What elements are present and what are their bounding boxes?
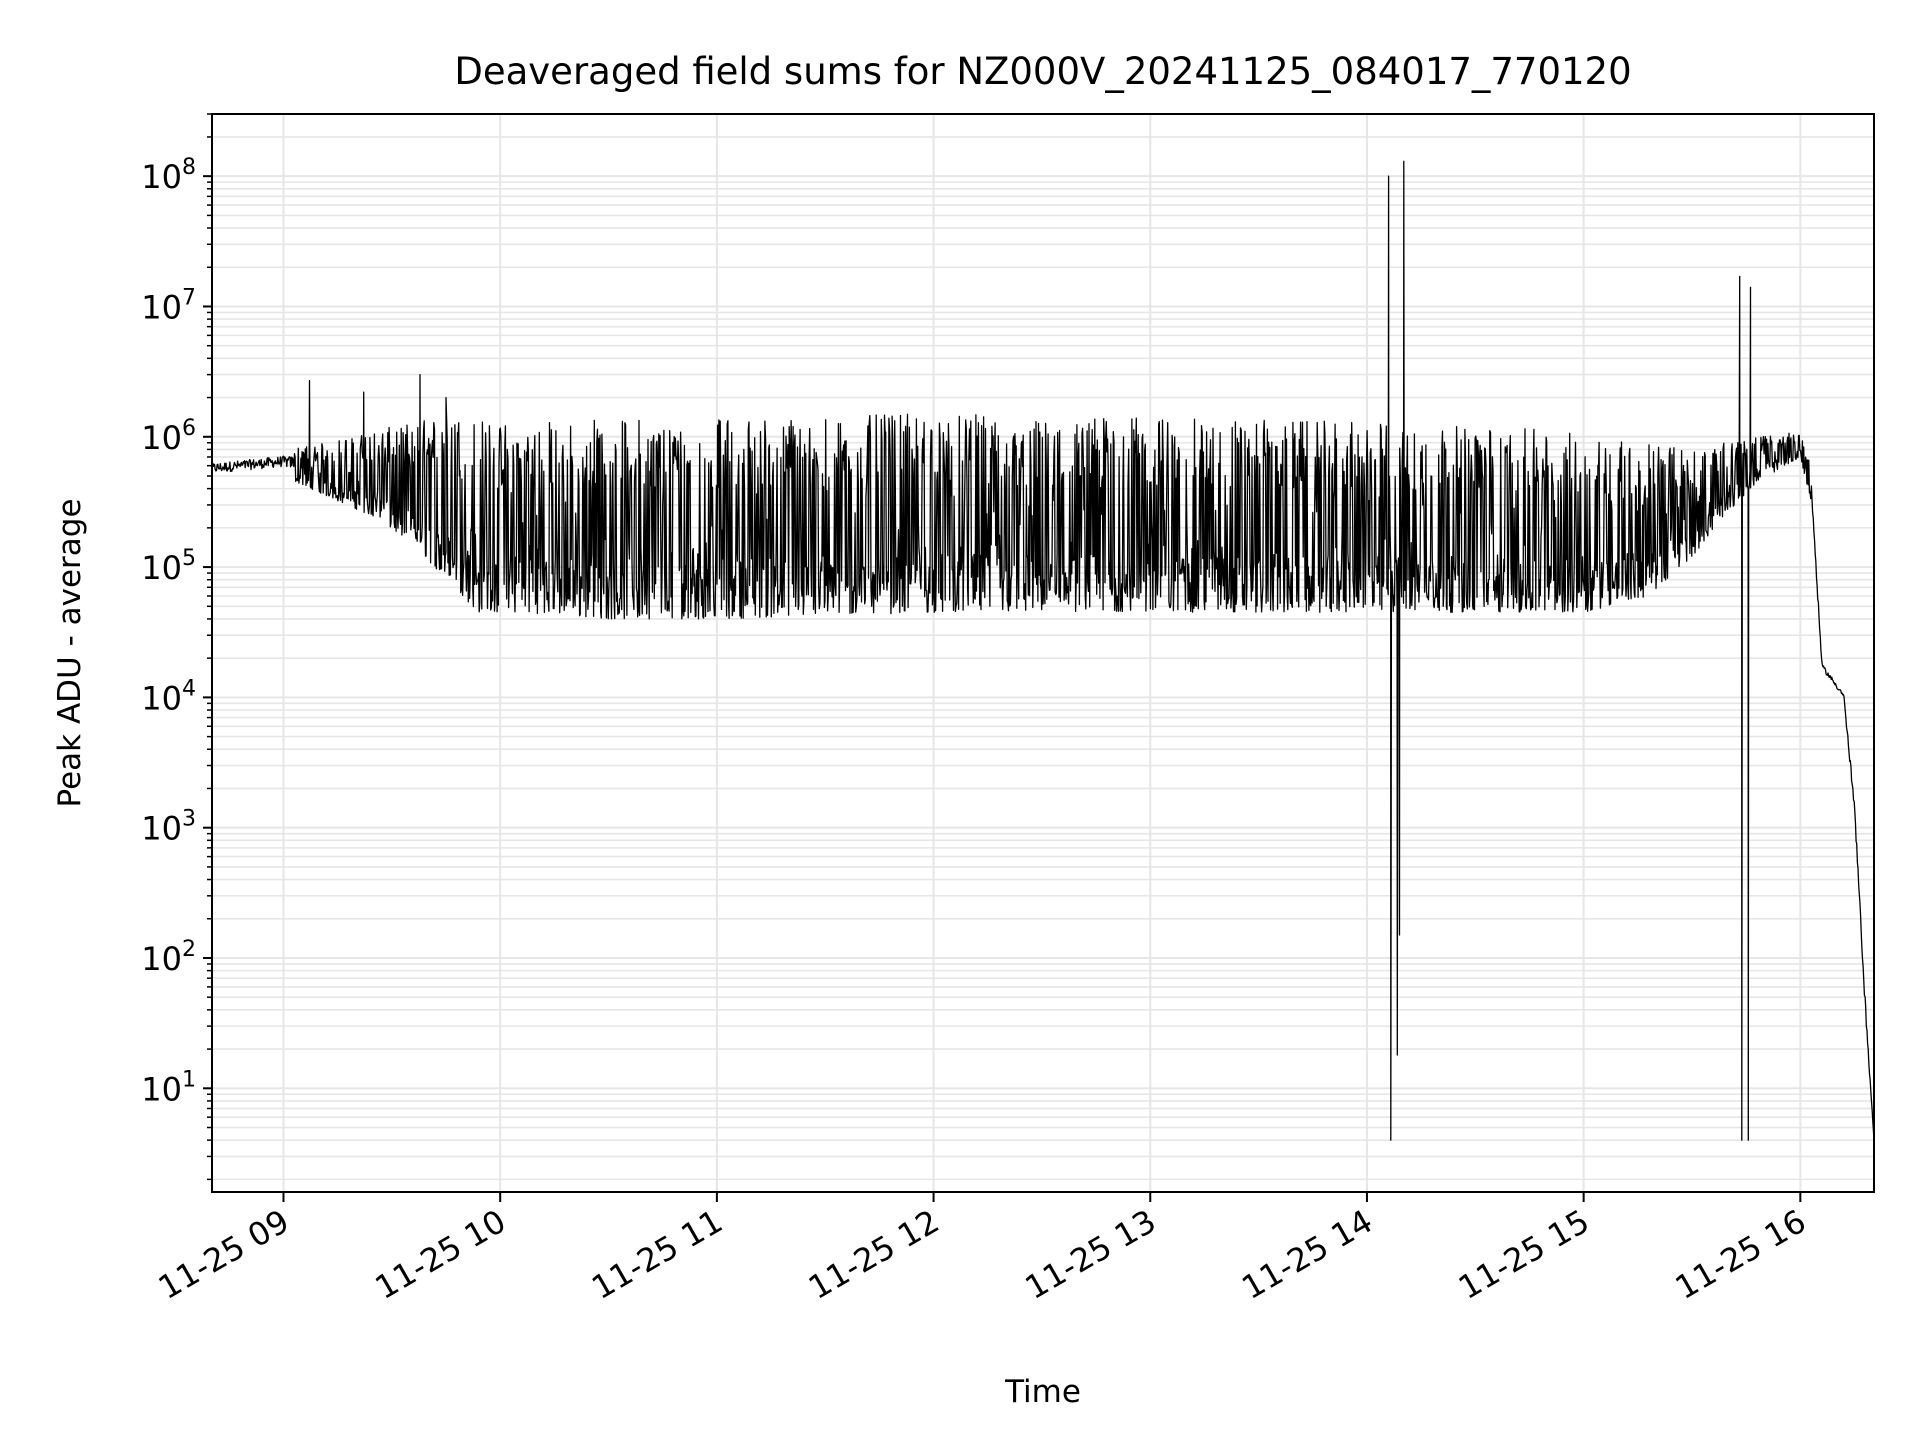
y-tick-label: 102	[141, 937, 196, 978]
grid	[212, 113, 1874, 1192]
series-group	[211, 160, 1875, 1141]
y-tick-label: 101	[141, 1067, 196, 1108]
y-tick-label: 105	[141, 546, 196, 587]
chart-title: Deaveraged field sums for NZ000V_2024112…	[454, 50, 1631, 93]
y-tick-label: 104	[141, 676, 196, 717]
x-axis-label: Time	[1004, 1374, 1081, 1410]
y-axis-label: Peak ADU - average	[52, 498, 88, 807]
plot-frame	[211, 113, 1875, 1193]
series-line	[211, 160, 1875, 1141]
